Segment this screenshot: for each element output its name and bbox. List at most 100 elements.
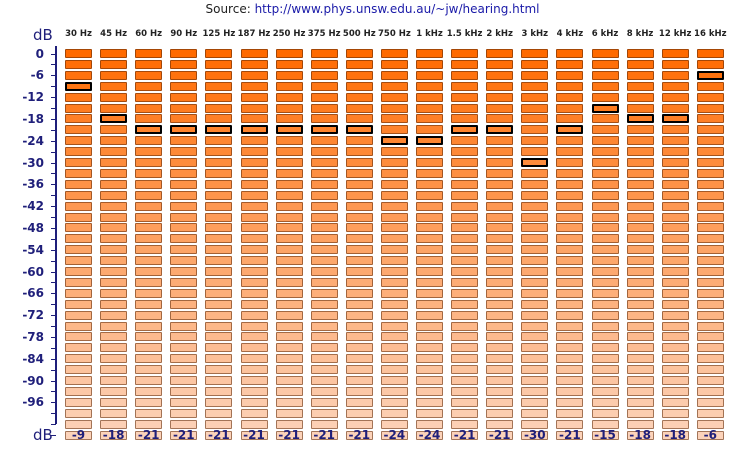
level-cell[interactable] [486,321,514,331]
level-cell[interactable] [486,299,514,309]
level-cell[interactable] [451,103,479,113]
level-cell[interactable] [275,376,303,385]
level-cell[interactable] [451,81,479,91]
level-cell[interactable] [556,114,584,124]
level-cell[interactable] [416,354,443,364]
level-cell[interactable] [65,114,92,124]
level-cell[interactable] [135,179,163,189]
level-cell-selected[interactable] [275,125,303,135]
level-cell[interactable] [380,419,408,429]
level-cell[interactable] [240,245,268,255]
level-cell[interactable] [135,332,163,342]
level-cell[interactable] [135,376,163,385]
level-cell[interactable] [205,212,233,222]
level-cell[interactable] [345,245,373,255]
level-cell[interactable] [556,81,584,91]
level-cell[interactable] [661,70,689,80]
level-cell[interactable] [486,267,514,276]
level-cell[interactable] [451,376,479,385]
level-cell[interactable] [65,354,92,364]
level-cell[interactable] [626,408,654,418]
level-cell[interactable] [626,256,654,266]
level-cell[interactable] [380,245,408,255]
level-cell[interactable] [100,277,128,287]
level-cell[interactable] [345,92,373,102]
level-cell[interactable] [661,190,689,200]
level-cell[interactable] [275,234,303,244]
level-cell[interactable] [626,376,654,385]
level-cell[interactable] [100,299,128,309]
level-cell[interactable] [416,343,443,353]
level-cell[interactable] [240,408,268,418]
level-cell[interactable] [275,288,303,298]
level-cell[interactable] [170,70,198,80]
level-cell[interactable] [240,343,268,353]
level-cell[interactable] [100,365,128,375]
level-cell[interactable] [591,321,619,331]
level-cell[interactable] [380,397,408,407]
level-cell[interactable] [556,332,584,342]
level-cell[interactable] [521,234,549,244]
level-cell[interactable] [626,223,654,233]
level-cell[interactable] [556,92,584,102]
level-cell[interactable] [521,299,549,309]
level-cell[interactable] [416,376,443,385]
level-cell[interactable] [486,277,514,287]
level-cell[interactable] [100,223,128,233]
level-cell[interactable] [135,136,163,146]
level-cell[interactable] [591,125,619,135]
level-cell[interactable] [170,147,198,157]
level-cell[interactable] [240,365,268,375]
level-cell[interactable] [696,245,724,255]
level-cell[interactable] [626,81,654,91]
level-cell[interactable] [205,299,233,309]
level-cell[interactable] [661,354,689,364]
level-cell[interactable] [696,92,724,102]
level-cell[interactable] [521,397,549,407]
level-cell[interactable] [521,343,549,353]
level-cell[interactable] [310,321,338,331]
level-cell[interactable] [521,190,549,200]
level-cell[interactable] [100,158,128,167]
level-cell[interactable] [591,70,619,80]
level-cell[interactable] [626,168,654,178]
level-cell[interactable] [521,59,549,69]
level-cell[interactable] [696,168,724,178]
level-cell[interactable] [696,136,724,146]
level-cell[interactable] [416,147,443,157]
level-cell[interactable] [696,256,724,266]
level-cell[interactable] [380,256,408,266]
level-cell[interactable] [345,354,373,364]
level-cell[interactable] [275,223,303,233]
level-cell[interactable] [170,190,198,200]
level-cell[interactable] [591,168,619,178]
level-cell[interactable] [240,288,268,298]
level-cell[interactable] [416,223,443,233]
level-cell[interactable] [416,190,443,200]
level-cell[interactable] [591,201,619,211]
level-cell[interactable] [380,343,408,353]
level-cell[interactable] [416,49,443,58]
level-cell[interactable] [310,419,338,429]
level-cell[interactable] [486,179,514,189]
level-cell[interactable] [626,299,654,309]
level-cell[interactable] [661,267,689,276]
level-cell[interactable] [65,103,92,113]
level-cell[interactable] [65,430,92,440]
level-cell[interactable] [205,376,233,385]
level-cell[interactable] [696,267,724,276]
level-cell[interactable] [65,256,92,266]
level-cell[interactable] [661,81,689,91]
level-cell[interactable] [486,256,514,266]
level-cell[interactable] [380,288,408,298]
level-cell[interactable] [451,299,479,309]
level-cell[interactable] [591,397,619,407]
level-cell[interactable] [696,147,724,157]
level-cell[interactable] [345,267,373,276]
level-cell[interactable] [521,267,549,276]
level-cell[interactable] [416,201,443,211]
level-cell[interactable] [626,267,654,276]
level-cell[interactable] [486,212,514,222]
level-cell[interactable] [591,310,619,320]
level-cell[interactable] [486,354,514,364]
